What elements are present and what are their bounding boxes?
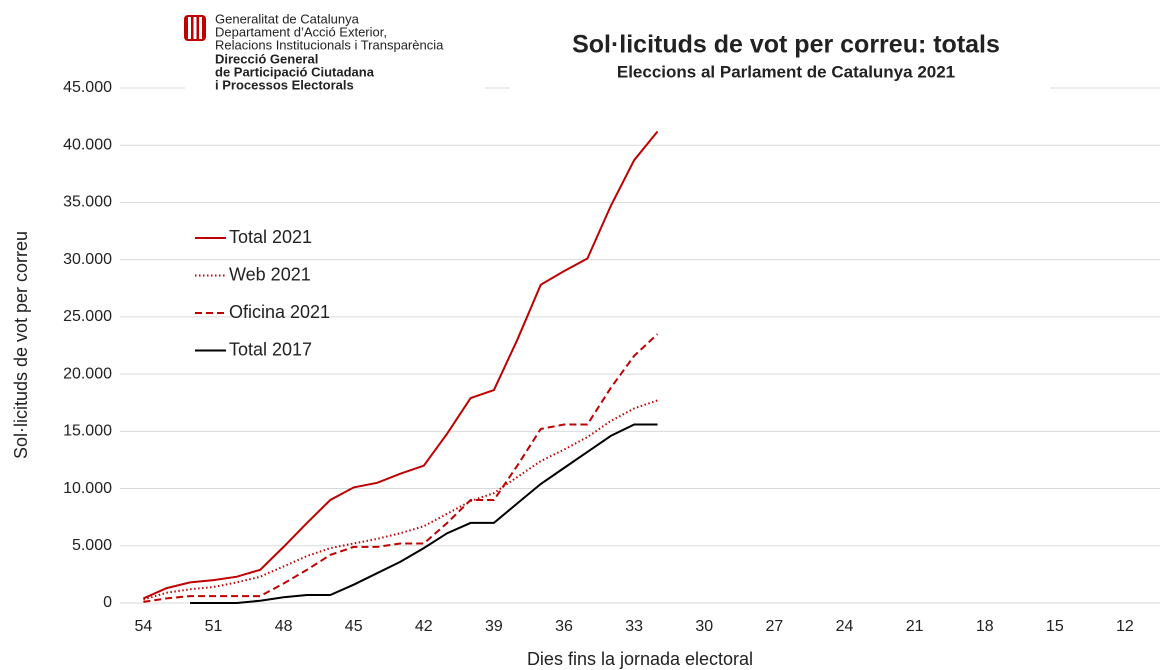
y-tick-label: 20.000 [63,365,112,382]
x-tick-label: 33 [625,618,643,635]
chart-subtitle: Eleccions al Parlament de Catalunya 2021 [617,62,955,81]
y-tick-label: 30.000 [63,251,112,268]
y-tick-label: 45.000 [63,79,112,96]
header-bg [185,8,485,126]
header-line: Departament d’Acció Exterior, [215,24,387,39]
x-tick-label: 45 [345,618,363,635]
line-series [143,399,658,601]
x-tick-label: 42 [415,618,433,635]
y-tick-label: 5.000 [72,537,112,554]
x-tick-label: 36 [555,618,573,635]
header-line: Relacions Institucionals i Transparència [215,37,444,52]
y-tick-label: 40.000 [63,136,112,153]
x-tick-label: 54 [134,618,152,635]
x-tick-label: 18 [976,618,994,635]
title-bg [510,28,1050,98]
y-tick-label: 25.000 [63,308,112,325]
line-series [143,333,659,603]
header-bold-line: de Participació Ciutadana [215,64,375,79]
line-series [142,130,659,600]
x-tick-label: 39 [485,618,503,635]
legend-label: Total 2017 [229,339,312,359]
logo [184,15,206,41]
y-tick-label: 15.000 [63,423,112,440]
x-tick-label: 15 [1046,618,1064,635]
header-bold-line: Direcció General [215,51,318,66]
y-tick-label: 35.000 [63,194,112,211]
x-tick-label: 12 [1116,618,1134,635]
y-tick-label: 10.000 [63,480,112,497]
line-series [190,423,658,604]
header-bold-line: i Processos Electorals [215,77,354,92]
x-tick-label: 48 [275,618,293,635]
header-line: Generalitat de Catalunya [215,11,360,26]
x-tick-label: 51 [205,618,223,635]
legend-label: Total 2021 [229,227,312,247]
legend-label: Web 2021 [229,264,311,284]
chart-title: Sol·licituds de vot per correu: totals [572,31,1000,59]
x-axis-label: Dies fins la jornada electoral [527,649,753,669]
x-tick-label: 27 [765,618,783,635]
x-tick-label: 21 [906,618,924,635]
y-tick-label: 0 [103,594,112,611]
x-tick-label: 24 [836,618,854,635]
legend-label: Oficina 2021 [229,302,330,322]
y-axis-label: Sol·licituds de vot per correu [11,231,31,459]
x-tick-label: 30 [695,618,713,635]
